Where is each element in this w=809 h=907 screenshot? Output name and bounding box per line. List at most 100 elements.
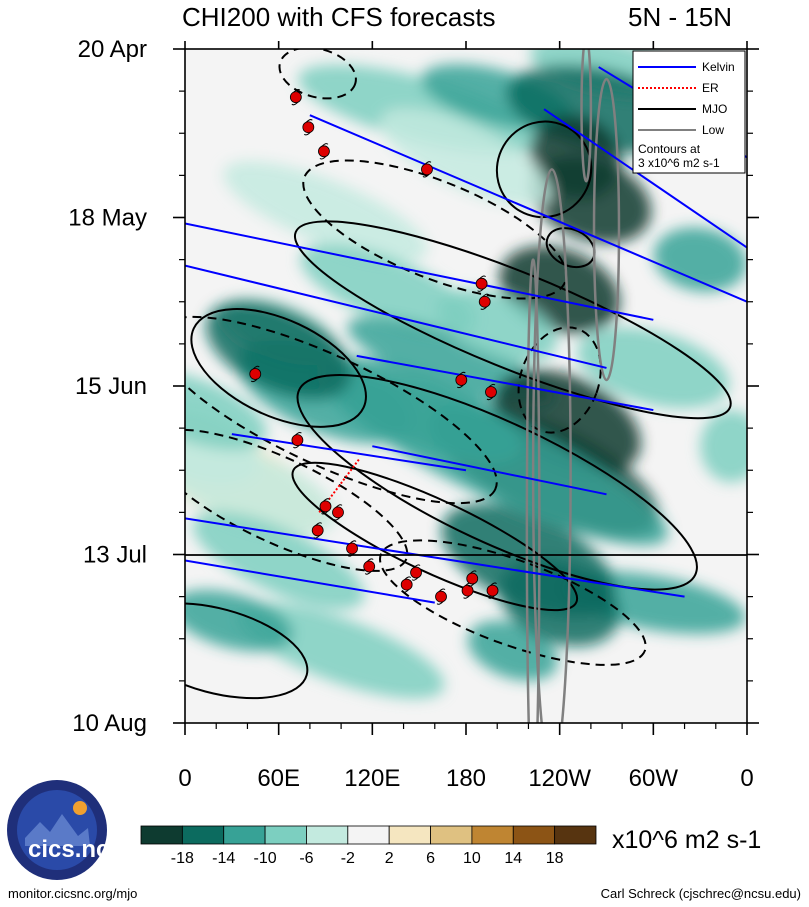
mjo-contour-negative — [278, 49, 357, 100]
kelvin-contour — [356, 354, 654, 412]
colorbar-bin — [264, 825, 307, 845]
kelvin-contour — [372, 445, 607, 496]
storm-marker — [421, 161, 433, 178]
mjo-contour-positive — [185, 602, 309, 700]
colorbar-bin — [347, 825, 390, 845]
colorbar-bin — [181, 825, 225, 845]
legend-label: Low — [702, 123, 724, 137]
logo-wordmark: cics.nc — [28, 836, 110, 863]
colorbar-bin — [471, 825, 514, 845]
legend-label: ER — [702, 81, 719, 95]
colorbar-label: 14 — [504, 850, 522, 867]
mjo-contour-positive — [296, 374, 698, 591]
mjo-contour-negative — [185, 428, 409, 572]
colorbar-bin — [140, 825, 183, 845]
storm-markers — [249, 88, 499, 605]
y-tick-label: 10 Aug — [72, 710, 147, 737]
legend-label: MJO — [702, 102, 727, 116]
anomaly-region — [223, 161, 428, 262]
kelvin-contour — [543, 108, 747, 249]
kelvin-contour — [231, 433, 467, 472]
colorbar-bin — [430, 825, 473, 845]
y-tick-label: 13 Jul — [83, 542, 147, 569]
colorbar-units: x10^6 m2 s-1 — [612, 826, 762, 854]
x-tick-label: 0 — [178, 765, 191, 792]
storm-marker — [319, 498, 332, 515]
anomaly-region — [700, 410, 747, 483]
mjo-contour-negative — [185, 315, 498, 505]
storm-marker — [249, 365, 262, 383]
anomaly-region — [653, 227, 747, 292]
colorbar-label: -10 — [254, 850, 277, 867]
kelvin-contour — [309, 114, 747, 303]
colorbar: -18 -14 -10 -6 -2 2 6 10 14 18 — [140, 825, 597, 867]
storm-marker — [486, 582, 499, 599]
source-url: monitor.cicsnc.org/mjo — [8, 886, 138, 901]
x-tick-label: 60W — [629, 765, 679, 792]
anomaly-region — [316, 357, 522, 463]
storm-marker — [332, 504, 344, 521]
colorbar-bin — [306, 825, 349, 845]
anomaly-region — [529, 115, 622, 200]
colorbar-bin — [388, 825, 431, 845]
y-tick-label: 15 Jun — [75, 373, 147, 400]
storm-marker — [291, 432, 304, 449]
storm-marker — [466, 570, 479, 587]
mjo-contour-positive — [190, 308, 367, 428]
storm-marker — [410, 564, 422, 581]
x-tick-label: 120E — [344, 765, 400, 792]
anomaly-region — [185, 370, 267, 450]
y-tick-label: 18 May — [68, 205, 147, 232]
x-tick-label: 60E — [257, 765, 300, 792]
mjo-contour-negative — [302, 159, 568, 300]
storm-marker — [400, 576, 413, 593]
colorbar-label: 18 — [546, 850, 564, 867]
y-tick-label: 20 Apr — [78, 36, 147, 63]
storm-marker — [455, 371, 468, 389]
axes: 0 60E 120E 180 120W 60W 0 20 Apr 18 May 15 Jun 13 … — [68, 36, 759, 792]
colorbar-label: 10 — [463, 850, 481, 867]
cicsnc-logo — [7, 780, 107, 880]
low-frequency-contour — [592, 77, 621, 382]
storm-marker — [363, 558, 376, 575]
colorbar-bin — [223, 825, 266, 845]
er-contour — [318, 457, 361, 513]
anomaly-region — [300, 244, 476, 336]
colorbar-label: -6 — [299, 850, 313, 867]
storm-marker — [302, 119, 315, 136]
chart-title: CHI200 with CFS forecasts — [182, 2, 496, 32]
anomaly-region — [205, 300, 352, 400]
x-tick-label: 180 — [446, 765, 486, 792]
mjo-contour-negative — [517, 326, 602, 434]
mjo-contour-positive — [495, 120, 593, 219]
latitude-band-label: 5N - 15N — [628, 2, 733, 32]
x-tick-label: 0 — [740, 765, 753, 792]
low-frequency-contour — [580, 49, 593, 183]
legend-note: Contours at — [638, 142, 701, 156]
colorbar-label: 6 — [426, 850, 435, 867]
storm-marker — [478, 293, 491, 310]
colorbar-label: 2 — [385, 850, 394, 867]
storm-marker — [435, 588, 447, 605]
kelvin-contour — [185, 264, 607, 369]
kelvin-contour — [185, 222, 654, 321]
low-frequency-contour — [525, 258, 541, 723]
kelvin-contour — [185, 517, 685, 598]
storm-marker — [475, 275, 488, 292]
colorbar-bin — [554, 825, 597, 845]
kelvin-contour — [185, 559, 435, 604]
low-frequency-contour — [531, 168, 572, 723]
legend-note: 3 x10^6 m2 s-1 — [638, 156, 720, 170]
colorbar-label: -2 — [341, 850, 355, 867]
storm-marker — [311, 522, 324, 539]
storm-marker — [485, 383, 497, 401]
storm-marker — [318, 143, 330, 160]
colorbar-label: -14 — [212, 850, 235, 867]
storm-marker — [289, 88, 302, 106]
anomaly-field — [185, 49, 747, 699]
colorbar-bin — [512, 825, 556, 845]
colorbar-label: -18 — [171, 850, 194, 867]
wave-contours — [185, 49, 747, 723]
